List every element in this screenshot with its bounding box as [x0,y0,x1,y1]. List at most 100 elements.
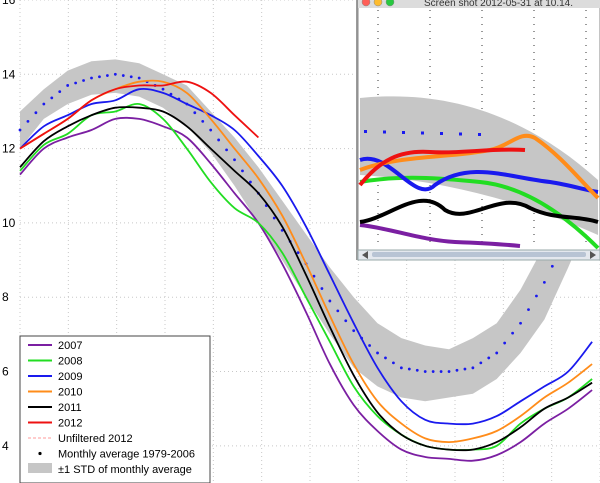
monthly-average-point [527,308,530,312]
monthly-average-point [90,76,93,80]
monthly-average-point [272,216,276,220]
legend-label-2009: 2009 [58,371,82,383]
overlay-title-bar [358,0,600,8]
y-tick-label: 16 [2,0,16,7]
overlay-series-line-2012 [358,147,526,187]
monthly-average-point [352,329,356,333]
overlay-average-point [402,131,405,134]
monthly-average-point [296,251,300,255]
monthly-average-point [542,280,546,284]
monthly-average-point [161,87,165,91]
monthly-average-point [415,368,419,372]
monthly-average-point [392,361,395,365]
monthly-average-point [193,111,197,115]
monthly-average-point [50,96,54,100]
monthly-average-point [121,74,125,77]
legend-label-std: ±1 STD of monthly average [58,464,192,476]
monthly-average-point [58,90,62,94]
monthly-average-point [82,79,85,82]
monthly-average-point [249,180,252,184]
monthly-average-point [519,321,522,325]
legend-label-2012: 2012 [58,418,82,430]
legend-label-2007: 2007 [58,340,82,352]
monthly-average-point [74,81,78,85]
monthly-average-point [479,361,483,365]
monthly-average-point [233,158,236,162]
overlay-scroll-thumb[interactable] [372,252,586,257]
monthly-average-point [137,76,141,80]
monthly-average-point [201,119,205,123]
series-line-2011 [19,106,593,452]
monthly-average-point [495,351,499,355]
series-line-2008 [19,103,593,451]
monthly-average-point [423,370,427,373]
monthly-average-point [511,331,515,335]
y-tick-label: 6 [2,365,9,379]
monthly-average-point [431,370,435,373]
monthly-average-point [336,309,340,313]
monthly-average-point [384,356,387,360]
overlay-average-point [421,131,424,135]
zoom-icon[interactable] [385,0,395,7]
monthly-average-point [368,344,371,347]
monthly-average-point [26,119,30,123]
monthly-average-point [209,128,213,132]
monthly-average-point [241,169,244,173]
overlay-average-point [459,132,462,136]
monthly-average-point [217,138,221,142]
scroll-right-icon[interactable] [590,251,596,259]
y-axis-ticks: 4 6 8 10 12 14 16 [2,0,16,453]
monthly-average-point [34,111,38,115]
monthly-average-point [129,75,133,79]
std-band [20,59,593,402]
monthly-average-point [66,84,70,87]
monthly-average-point [407,367,411,371]
monthly-average-point [98,75,101,79]
series-line-2009 [19,87,593,426]
y-tick-label: 14 [2,67,16,81]
series-line-2007 [19,116,593,462]
monthly-average-point [105,74,109,77]
monthly-average-point [447,370,451,373]
monthly-average-point [463,367,467,371]
monthly-average-point [344,319,348,323]
minimize-icon[interactable] [373,0,383,7]
overlay-series-line-2010 [359,133,600,200]
monthly-average-point [312,274,316,278]
overlay-average-point [440,132,443,135]
monthly-average-point [328,299,332,303]
legend-label-2011: 2011 [58,402,82,414]
monthly-average-point [320,287,324,290]
y-tick-label: 8 [2,290,9,304]
legend: 2007 2008 2009 2010 2011 2012 Unfiltered 2012 M… [19,335,211,483]
monthly-average-point [42,102,46,106]
y-tick-label: 10 [2,216,16,230]
overlay-series-line-2009 [359,156,599,194]
monthly-average-point [439,370,443,373]
monthly-average-point [503,341,507,345]
overlay-series-line-2007 [359,223,521,248]
monthly-average-point [471,366,475,370]
monthly-average-point [18,128,22,132]
close-icon[interactable] [361,0,371,7]
legend-label-2010: 2010 [58,387,82,399]
series-line-2012 [19,80,260,150]
monthly-average-point [225,148,228,152]
legend-swatch-monthly-average [38,451,42,456]
overlay-title: Screen shot 2012-05-31 at 10.14. [424,0,573,9]
monthly-average-point [535,294,538,298]
monthly-average-point [376,351,379,355]
monthly-average-point [455,368,459,372]
y-tick-label: 4 [2,439,9,453]
monthly-average-point [399,366,403,370]
overlay-average-point [364,130,367,133]
legend-box [19,335,211,483]
overlay-series-line-2011 [359,198,599,224]
y-tick-label: 12 [2,142,16,156]
scroll-left-icon[interactable] [362,251,368,259]
overlay-average-point [383,130,386,134]
legend-label-unfiltered: Unfiltered 2012 [58,433,133,445]
overlay-average-point [478,133,481,136]
